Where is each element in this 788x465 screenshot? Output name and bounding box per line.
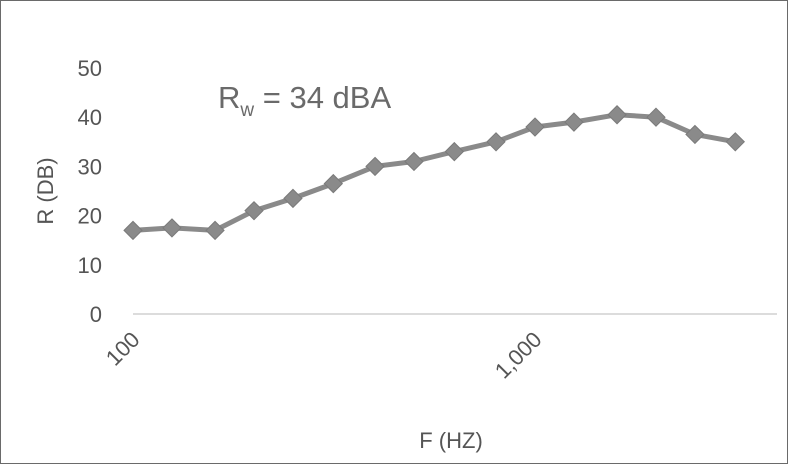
data-point-marker	[404, 151, 424, 172]
data-point-marker	[685, 124, 705, 145]
y-axis-title: R (DB)	[33, 157, 58, 224]
y-tick-label: 50	[78, 56, 102, 81]
data-point-marker	[162, 218, 182, 238]
annotation-main: R	[218, 80, 240, 115]
y-tick-labels: 0 10 20 30 40 50	[78, 56, 102, 327]
data-point-marker	[323, 173, 344, 194]
data-point-marker	[244, 200, 264, 221]
x-axis-title: F (HZ)	[419, 428, 483, 453]
data-point-marker	[646, 107, 666, 127]
x-tick-label: 100	[101, 327, 145, 371]
x-tick-labels: 100 1,000	[101, 327, 547, 384]
y-tick-label: 40	[78, 105, 102, 130]
data-point-marker	[365, 156, 385, 177]
y-tick-label: 20	[78, 204, 102, 229]
data-point-marker	[283, 188, 303, 209]
y-tick-label: 10	[78, 253, 102, 278]
y-tick-label: 30	[78, 154, 102, 179]
series-line	[132, 112, 736, 233]
data-point-marker	[607, 105, 627, 125]
series-layer	[123, 105, 746, 241]
annotation-subscript: w	[239, 100, 254, 121]
y-tick-label: 0	[90, 302, 102, 327]
annotation-rw: Rw = 34 dBA	[218, 80, 391, 121]
data-point-marker	[444, 141, 465, 162]
data-point-marker	[205, 220, 225, 241]
data-point-marker	[725, 132, 746, 152]
data-point-marker	[486, 132, 506, 152]
x-tick-label: 1,000	[490, 327, 547, 384]
annotation-rest: = 34 dBA	[254, 80, 391, 115]
data-point-marker	[564, 112, 584, 132]
data-point-marker	[525, 117, 545, 137]
data-point-marker	[123, 220, 143, 241]
